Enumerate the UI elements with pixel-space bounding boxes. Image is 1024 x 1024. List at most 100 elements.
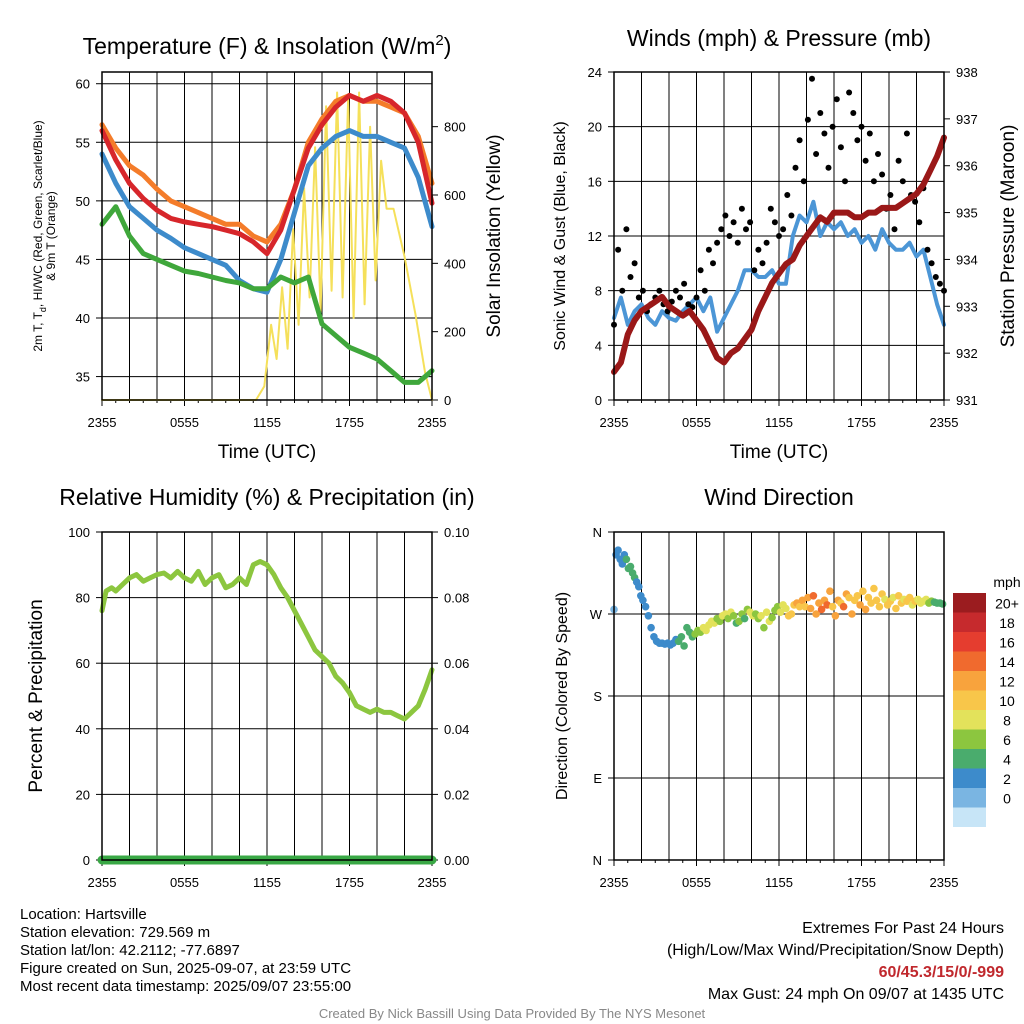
gust-point <box>693 294 700 301</box>
chart-title: Winds (mph) & Pressure (mb) <box>627 25 931 51</box>
colorbar-swatch <box>953 729 986 749</box>
title-superscript: 2 <box>435 32 443 49</box>
direction-point <box>905 593 914 602</box>
y-tick-label: 12 <box>588 229 602 244</box>
colorbar-label: 8 <box>1003 713 1011 729</box>
direction-point <box>776 608 785 616</box>
direction-point <box>639 596 647 605</box>
gust-point <box>672 287 679 294</box>
extremes-title: Extremes For Past 24 Hours <box>802 920 1004 937</box>
y2-tick-label: 936 <box>956 159 978 174</box>
y-tick-label: 20 <box>588 120 602 135</box>
y-tick-label: 20 <box>76 787 90 802</box>
y2-tick-label: 932 <box>956 346 978 361</box>
gust-point <box>899 178 906 185</box>
location-text: Location: Hartsville <box>20 906 147 923</box>
gust-point <box>677 294 683 301</box>
gust-point <box>932 274 939 280</box>
direction-point <box>680 642 688 650</box>
gust-point <box>718 226 725 233</box>
gust-point <box>619 287 626 294</box>
direction-point <box>795 602 804 611</box>
gust-point <box>730 219 737 226</box>
y-tick-label: 100 <box>68 525 90 540</box>
gust-point <box>656 287 663 294</box>
x-tick-label: 1155 <box>765 415 793 430</box>
x-tick-label: 2355 <box>600 415 629 430</box>
y2-tick-label: 600 <box>444 188 466 203</box>
winds-pressure-panel: 2355 0555 1155 1755 2355 Winds (mph) & Pressu… <box>552 25 1019 463</box>
colorbar-label: 18 <box>999 615 1015 631</box>
colorbar-swatch <box>953 690 986 710</box>
x-tick-label: 0555 <box>682 415 711 430</box>
credit-text: Created By Nick Bassill Using Data Provi… <box>318 1006 706 1021</box>
series-line-2m-t <box>99 92 435 257</box>
gust-point <box>771 219 778 226</box>
y2-axis-label: Station Pressure (Maroon) <box>998 125 1019 348</box>
gust-point <box>639 287 646 294</box>
y2-tick-label: 0.00 <box>444 853 469 868</box>
gust-point <box>743 226 749 233</box>
direction-point <box>762 608 771 616</box>
direction-point <box>740 614 749 623</box>
direction-point <box>938 600 947 608</box>
direction-point <box>806 604 815 613</box>
x-tick-label: 2355 <box>930 875 959 890</box>
direction-point <box>848 610 856 618</box>
direction-point <box>894 592 903 600</box>
direction-point <box>839 602 848 611</box>
colorbar-label: 4 <box>1003 752 1011 768</box>
gust-point <box>903 130 910 137</box>
colorbar-label: 2 <box>1003 771 1011 787</box>
chart-title: Relative Humidity (%) & Precipitation (i… <box>59 484 474 510</box>
gust-point <box>936 280 943 287</box>
y2-axis-label: Solar Insolation (Yellow) <box>484 134 505 337</box>
latlon-text: Station lat/lon: 42.2112; -77.6897 <box>20 942 240 959</box>
gust-point <box>755 246 762 253</box>
latest-timestamp-text: Most recent data timestamp: 2025/09/07 2… <box>20 978 352 995</box>
y-tick-label: E <box>593 771 602 786</box>
gust-point <box>817 110 824 116</box>
direction-point <box>831 612 840 620</box>
y-axis-label-line2: & 9m T (Orange) <box>44 191 58 281</box>
direction-point <box>635 582 643 591</box>
gust-point <box>887 192 894 198</box>
direction-point <box>626 562 635 571</box>
y-tick-label: 50 <box>76 194 90 209</box>
direction-point <box>622 555 631 564</box>
y-tick-label: 45 <box>76 252 90 267</box>
gust-point <box>747 219 754 226</box>
direction-point <box>817 605 826 614</box>
y-label-rest: , HI/WC (Red, Green, Scarlet/Blue) <box>31 120 45 307</box>
gust-point <box>879 171 886 178</box>
colorbar-label: 10 <box>999 693 1015 709</box>
gust-point <box>714 239 721 246</box>
y2-tick-label: 934 <box>956 252 978 267</box>
gust-point <box>842 178 848 185</box>
colorbar-label: 20+ <box>995 596 1019 612</box>
colorbar-swatch <box>953 807 986 827</box>
direction-point <box>870 584 878 593</box>
y-tick-label: 24 <box>588 65 602 80</box>
direction-point <box>647 623 655 632</box>
direction-point <box>760 623 768 632</box>
elevation-text: Station elevation: 729.569 m <box>20 924 211 941</box>
y-tick-label: 8 <box>595 284 602 299</box>
colorbar-label: 0 <box>1003 791 1011 807</box>
y-tick-label: W <box>590 607 603 622</box>
y2-tick-label: 937 <box>956 112 978 127</box>
gust-point <box>862 157 869 164</box>
direction-point <box>729 612 738 620</box>
colorbar-swatch <box>953 710 986 730</box>
direction-point <box>872 596 881 605</box>
gust-point <box>804 116 811 123</box>
gust-point <box>734 239 741 246</box>
gust-point <box>751 267 758 274</box>
direction-point <box>828 602 837 611</box>
direction-point <box>768 613 776 622</box>
gust-point <box>796 137 803 144</box>
gust-point <box>792 164 799 171</box>
x-tick-label: 2355 <box>88 875 117 890</box>
y2-tick-label: 400 <box>444 256 466 271</box>
gust-point <box>821 130 828 137</box>
